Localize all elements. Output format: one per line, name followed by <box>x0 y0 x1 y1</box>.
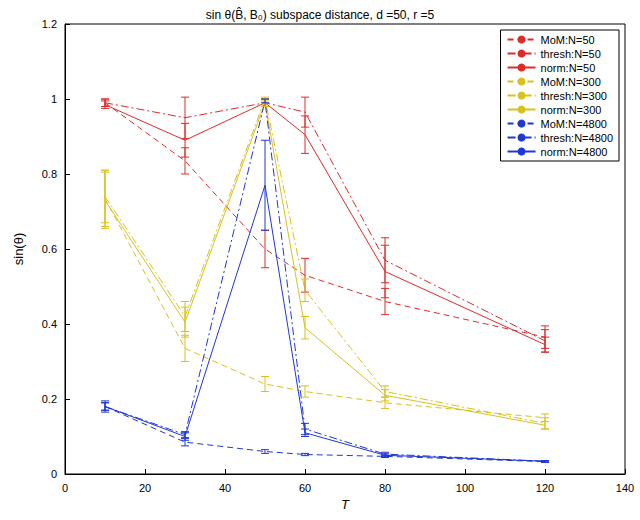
svg-text:100: 100 <box>456 482 474 494</box>
svg-text:0: 0 <box>62 482 68 494</box>
svg-text:0.8: 0.8 <box>42 168 57 180</box>
svg-text:20: 20 <box>139 482 151 494</box>
svg-text:40: 40 <box>219 482 231 494</box>
svg-text:MoM:N=50: MoM:N=50 <box>541 34 595 46</box>
svg-text:norm:N=4800: norm:N=4800 <box>541 146 608 158</box>
svg-text:norm:N=300: norm:N=300 <box>541 104 602 116</box>
svg-text:0.4: 0.4 <box>42 318 57 330</box>
svg-text:0.6: 0.6 <box>42 243 57 255</box>
svg-text:140: 140 <box>616 482 634 494</box>
svg-text:0: 0 <box>51 468 57 480</box>
svg-text:80: 80 <box>379 482 391 494</box>
svg-text:MoM:N=4800: MoM:N=4800 <box>541 118 607 130</box>
svg-text:thresh:N=300: thresh:N=300 <box>541 90 607 102</box>
svg-text:60: 60 <box>299 482 311 494</box>
svg-text:sin θ(B̂, B₀) subspace distanc: sin θ(B̂, B₀) subspace distance, d =50, … <box>206 7 435 22</box>
svg-text:0.2: 0.2 <box>42 393 57 405</box>
svg-text:T: T <box>341 497 350 512</box>
svg-text:120: 120 <box>536 482 554 494</box>
svg-text:thresh:N=50: thresh:N=50 <box>541 48 601 60</box>
svg-text:norm:N=50: norm:N=50 <box>541 62 596 74</box>
svg-text:1.2: 1.2 <box>42 18 57 30</box>
svg-text:1: 1 <box>51 93 57 105</box>
svg-text:MoM:N=300: MoM:N=300 <box>541 76 601 88</box>
svg-text:sin(θ): sin(θ) <box>11 233 26 266</box>
svg-text:thresh:N=4800: thresh:N=4800 <box>541 132 613 144</box>
